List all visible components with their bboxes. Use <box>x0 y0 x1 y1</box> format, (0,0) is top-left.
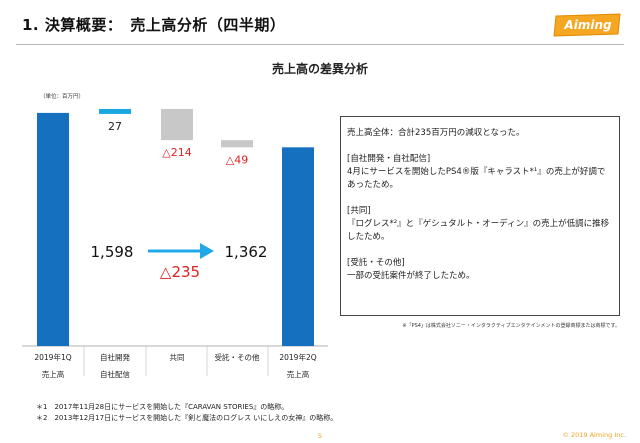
chart-title: 売上高の差異分析 <box>271 62 368 76</box>
category-label: 2019年2Q <box>279 352 316 362</box>
bar-total <box>37 112 69 346</box>
change-arrow-head <box>200 243 214 259</box>
total-change-label: △235 <box>160 263 200 281</box>
trademark-note: ※「PS4」は株式会社ソニー・インタラクティブエンタテインメントの登録商標または… <box>402 323 620 329</box>
explanation-box: 売上高全体：合計235百万円の減収となった。 [自社開発・自社配信] 4月にサービ… <box>340 116 620 316</box>
unit-note: （単位：百万円） <box>40 94 85 100</box>
copyright: © 2019 Aiming Inc. <box>562 431 626 439</box>
page-number: 5 <box>317 432 323 440</box>
bar-value-label: 27 <box>108 120 122 133</box>
header-divider <box>16 44 624 45</box>
explanation-paragraph: [自社開発・自社配信] 4月にサービスを開始したPS4®版『キャラスト*¹』の売… <box>347 154 606 190</box>
footnote: ＊2 2013年12月17日にサービスを開始した『剣と魔法のログレス いにしえの… <box>36 413 338 422</box>
aiming-logo: Aiming <box>553 13 621 37</box>
bar-decrease <box>161 108 193 141</box>
bar-value-label: △214 <box>162 146 191 159</box>
category-label: 2019年1Q <box>34 352 71 362</box>
category-label: 売上高 <box>287 369 310 379</box>
footnote: ＊1 2017年11月28日にサービスを開始した『CARAVAN STORIES… <box>36 403 289 411</box>
explanation-paragraph: [共同] 『ログレス*²』と『ゲシュタルト・オーディン』の売上が低調に推移したた… <box>347 206 610 242</box>
footnotes: ＊1 2017年11月28日にサービスを開始した『CARAVAN STORIES… <box>36 402 337 423</box>
page-title: 1. 決算概要： 売上高分析（四半期） <box>22 16 286 34</box>
category-label: 自社配信 <box>100 369 130 379</box>
category-label: 受託・その他 <box>215 352 260 362</box>
category-label: 自社開発 <box>100 352 130 362</box>
logo-text: Aiming <box>563 18 612 32</box>
bar-increase <box>99 108 131 114</box>
bar-decrease <box>221 140 253 148</box>
bar-value-label: △49 <box>226 153 248 166</box>
explanation-paragraph: 売上高全体：合計235百万円の減収となった。 <box>347 128 525 138</box>
explanation-paragraph: [受託・その他] 一部の受託案件が終了したため。 <box>347 258 475 281</box>
start-value-label: 1,598 <box>91 243 134 261</box>
end-value-label: 1,362 <box>225 243 268 261</box>
category-label: 共同 <box>170 353 185 362</box>
bar-total <box>282 147 314 346</box>
category-label: 売上高 <box>42 369 65 379</box>
